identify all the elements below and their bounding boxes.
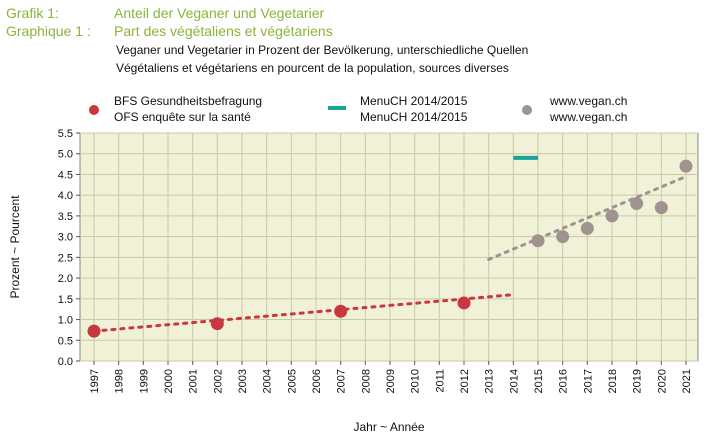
subtitle-de: Veganer und Vegetarier in Prozent der Be… (116, 43, 529, 57)
y-tick-label: 3.5 (58, 211, 73, 223)
x-tick-label: 2002 (212, 369, 224, 393)
x-tick-label: 1999 (138, 369, 150, 393)
x-tick-label: 2017 (582, 369, 594, 393)
x-axis-ticks: 1997 1998 1999 2000 2001 2002 2003 2004 2005 2006… (89, 361, 693, 393)
x-tick-label: 2001 (188, 369, 200, 393)
legend-ofs-fr: OFS enquête sur la santé (114, 110, 251, 124)
legend-ofs-marker (89, 105, 99, 115)
legend-vegan-marker (522, 105, 532, 115)
x-tick-label: 2004 (262, 369, 274, 393)
x-tick-label: 2016 (558, 369, 570, 393)
y-tick-label: 1.0 (58, 315, 73, 327)
figure-title-fr: Part des végétaliens et végétariens (114, 23, 333, 39)
legend-menuch-fr: MenuCH 2014/2015 (360, 110, 468, 124)
y-axis-label: Prozent ~ Pourcent (8, 195, 22, 299)
y-tick-label: 5.5 (58, 128, 73, 140)
data-point-ofs (87, 324, 101, 338)
legend-menuch-de: MenuCH 2014/2015 (360, 94, 468, 108)
plot-area (79, 132, 699, 362)
data-marks (87, 155, 693, 338)
trend-line-ofs (92, 293, 515, 333)
x-tick-label: 2010 (410, 369, 422, 393)
x-tick-label: 2011 (434, 369, 446, 393)
data-point-vegan (556, 230, 570, 244)
y-tick-label: 0.5 (58, 335, 73, 347)
figure-label-fr: Graphique 1 : (6, 23, 91, 39)
y-axis-ticks: 0.0 0.5 1.0 1.5 2.0 2.5 3.0 3.5 4.0 4.5 5.0 5.5 (58, 128, 80, 368)
x-tick-label: 2014 (508, 369, 520, 393)
x-tick-label: 2005 (286, 369, 298, 393)
data-point-vegan (654, 201, 668, 215)
data-point-vegan (630, 196, 644, 210)
data-point-vegan (605, 209, 619, 223)
x-tick-label: 2015 (533, 369, 545, 393)
y-tick-label: 2.5 (58, 252, 73, 264)
y-tick-label: 4.5 (58, 169, 73, 181)
legend-ofs-label: BFS Gesundheitsbefragung OFS enquête sur… (114, 93, 262, 125)
x-tick-label: 2008 (360, 369, 372, 393)
x-tick-label: 1998 (114, 369, 126, 393)
data-point-ofs (457, 296, 471, 310)
figure-title-de: Anteil der Veganer und Vegetarier (114, 5, 325, 21)
x-tick-label: 2007 (336, 369, 348, 393)
x-tick-label: 2009 (385, 369, 397, 393)
x-tick-label: 2018 (607, 369, 619, 393)
trend-line-vegan (487, 175, 688, 261)
data-point-vegan (679, 159, 693, 173)
legend-vegan-de: www.vegan.ch (550, 94, 628, 108)
x-tick-label: 2003 (237, 369, 249, 393)
data-point-ofs (334, 304, 348, 318)
x-tick-label: 2006 (311, 369, 323, 393)
figure-label-de: Grafik 1: (6, 5, 59, 21)
x-tick-label: 1997 (89, 369, 101, 393)
y-tick-label: 0.0 (58, 356, 73, 368)
legend-vegan-label: www.vegan.ch www.vegan.ch (550, 93, 627, 125)
legend-ofs-de: BFS Gesundheitsbefragung (114, 94, 263, 108)
y-tick-label: 3.0 (58, 232, 73, 244)
legend-vegan-fr: www.vegan.ch (550, 110, 628, 124)
y-tick-label: 2.0 (58, 273, 73, 285)
legend-menuch-label: MenuCH 2014/2015 MenuCH 2014/2015 (360, 93, 467, 125)
subtitle-fr: Végétaliens et végétariens en pourcent d… (116, 61, 509, 75)
y-tick-label: 4.0 (58, 190, 73, 202)
x-tick-label: 2012 (459, 369, 471, 393)
data-point-vegan (531, 234, 545, 248)
x-tick-label: 2013 (484, 369, 496, 393)
data-point-ofs (210, 317, 224, 331)
x-axis-label: Jahr ~ Année (353, 420, 424, 434)
y-tick-label: 1.5 (58, 294, 73, 306)
data-point-vegan (580, 221, 594, 235)
y-tick-label: 5.0 (58, 149, 73, 161)
x-tick-label: 2019 (632, 369, 644, 393)
x-tick-label: 2021 (681, 369, 693, 393)
x-tick-label: 2000 (163, 369, 175, 393)
x-tick-label: 2020 (656, 369, 668, 393)
